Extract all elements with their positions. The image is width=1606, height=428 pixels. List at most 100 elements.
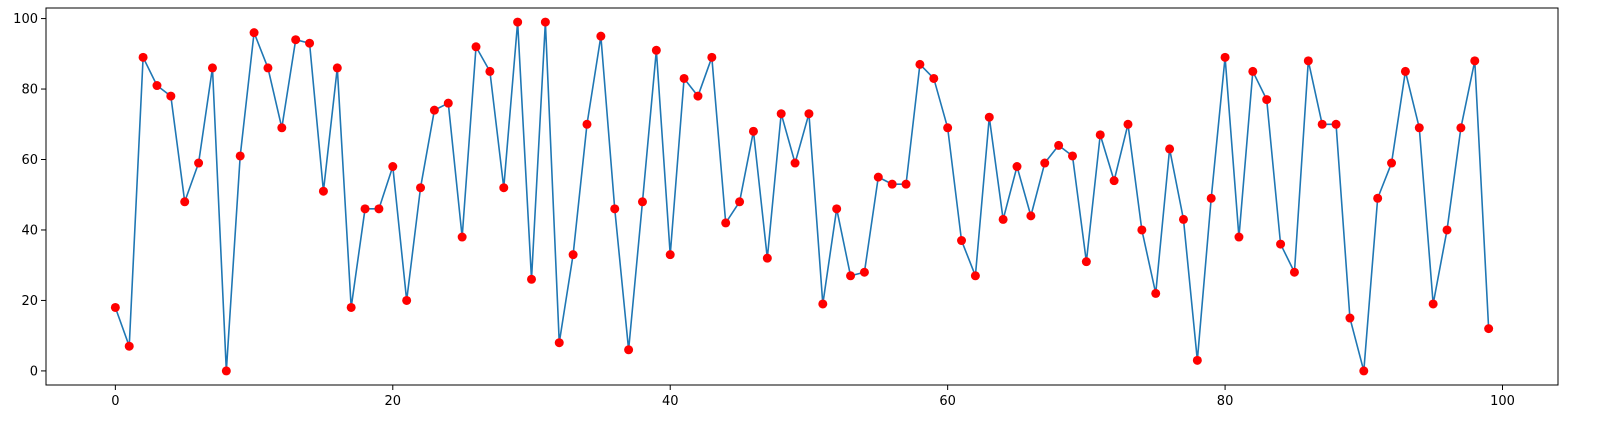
data-point bbox=[402, 295, 412, 305]
x-tick-label: 40 bbox=[662, 394, 679, 409]
data-point bbox=[194, 158, 204, 168]
data-series bbox=[110, 17, 1494, 376]
data-point bbox=[1428, 299, 1438, 309]
data-point bbox=[1400, 66, 1410, 76]
data-point bbox=[1067, 151, 1077, 161]
data-point bbox=[1220, 52, 1230, 62]
data-point bbox=[388, 162, 398, 172]
data-point bbox=[1248, 66, 1258, 76]
data-point bbox=[360, 204, 370, 214]
data-point bbox=[207, 63, 217, 73]
data-point bbox=[1081, 257, 1091, 267]
data-point bbox=[818, 299, 828, 309]
data-point bbox=[984, 112, 994, 122]
x-tick-label: 100 bbox=[1490, 394, 1515, 409]
data-point bbox=[1054, 140, 1064, 150]
data-point bbox=[429, 105, 439, 115]
data-point bbox=[166, 91, 176, 101]
data-point bbox=[776, 109, 786, 119]
data-point bbox=[596, 31, 606, 41]
x-tick-label: 60 bbox=[939, 394, 956, 409]
data-point bbox=[582, 119, 592, 129]
y-tick-label: 60 bbox=[21, 153, 38, 168]
data-point bbox=[873, 172, 883, 182]
data-point bbox=[1095, 130, 1105, 140]
data-point bbox=[485, 66, 495, 76]
data-point bbox=[1470, 56, 1480, 66]
data-point bbox=[443, 98, 453, 108]
data-point bbox=[249, 28, 259, 38]
data-point bbox=[1234, 232, 1244, 242]
data-point bbox=[693, 91, 703, 101]
data-point bbox=[915, 59, 925, 69]
data-point bbox=[235, 151, 245, 161]
data-point bbox=[457, 232, 467, 242]
data-point bbox=[651, 45, 661, 55]
data-point bbox=[679, 73, 689, 83]
data-point bbox=[110, 302, 120, 312]
data-point bbox=[943, 123, 953, 133]
data-point bbox=[1345, 313, 1355, 323]
data-point bbox=[998, 214, 1008, 224]
y-tick-label: 40 bbox=[21, 223, 38, 238]
data-point bbox=[1317, 119, 1327, 129]
y-tick-label: 80 bbox=[21, 83, 38, 98]
data-point bbox=[332, 63, 342, 73]
data-point bbox=[762, 253, 772, 263]
data-point bbox=[416, 183, 426, 193]
data-point bbox=[1331, 119, 1341, 129]
data-point bbox=[1151, 288, 1161, 298]
data-point bbox=[610, 204, 620, 214]
data-point bbox=[1206, 193, 1216, 203]
data-point bbox=[748, 126, 758, 136]
data-point bbox=[138, 52, 148, 62]
data-point bbox=[846, 271, 856, 281]
data-point bbox=[1178, 214, 1188, 224]
data-point bbox=[665, 250, 675, 260]
data-point bbox=[832, 204, 842, 214]
data-point bbox=[221, 366, 231, 376]
data-point bbox=[1123, 119, 1133, 129]
data-point bbox=[1276, 239, 1286, 249]
data-point bbox=[180, 197, 190, 207]
data-point bbox=[291, 35, 301, 45]
x-tick-label: 80 bbox=[1217, 394, 1234, 409]
data-point bbox=[1262, 95, 1272, 105]
data-point bbox=[513, 17, 523, 27]
data-point bbox=[1165, 144, 1175, 154]
data-point bbox=[970, 271, 980, 281]
data-point bbox=[957, 236, 967, 246]
plot-frame bbox=[45, 7, 1559, 386]
data-point bbox=[263, 63, 273, 73]
data-point bbox=[637, 197, 647, 207]
x-tick-label: 0 bbox=[111, 394, 119, 409]
data-point bbox=[887, 179, 897, 189]
data-point bbox=[540, 17, 550, 27]
axes bbox=[41, 7, 1559, 390]
data-point bbox=[1137, 225, 1147, 235]
data-point bbox=[305, 38, 315, 48]
y-tick-label: 0 bbox=[30, 364, 38, 379]
data-point bbox=[1109, 176, 1119, 186]
data-point bbox=[1303, 56, 1313, 66]
data-point bbox=[1289, 267, 1299, 277]
data-point bbox=[346, 302, 356, 312]
data-point bbox=[929, 73, 939, 83]
data-point bbox=[1373, 193, 1383, 203]
data-point bbox=[1359, 366, 1369, 376]
data-point bbox=[721, 218, 731, 228]
data-point bbox=[735, 197, 745, 207]
data-point bbox=[707, 52, 717, 62]
data-point bbox=[1414, 123, 1424, 133]
data-point bbox=[859, 267, 869, 277]
data-point bbox=[790, 158, 800, 168]
data-point bbox=[1192, 355, 1202, 365]
data-point bbox=[277, 123, 287, 133]
data-point bbox=[318, 186, 328, 196]
y-tick-label: 20 bbox=[21, 294, 38, 309]
data-point bbox=[1456, 123, 1466, 133]
data-point bbox=[499, 183, 509, 193]
data-point bbox=[554, 338, 564, 348]
x-tick-label: 20 bbox=[385, 394, 402, 409]
data-point bbox=[1026, 211, 1036, 221]
